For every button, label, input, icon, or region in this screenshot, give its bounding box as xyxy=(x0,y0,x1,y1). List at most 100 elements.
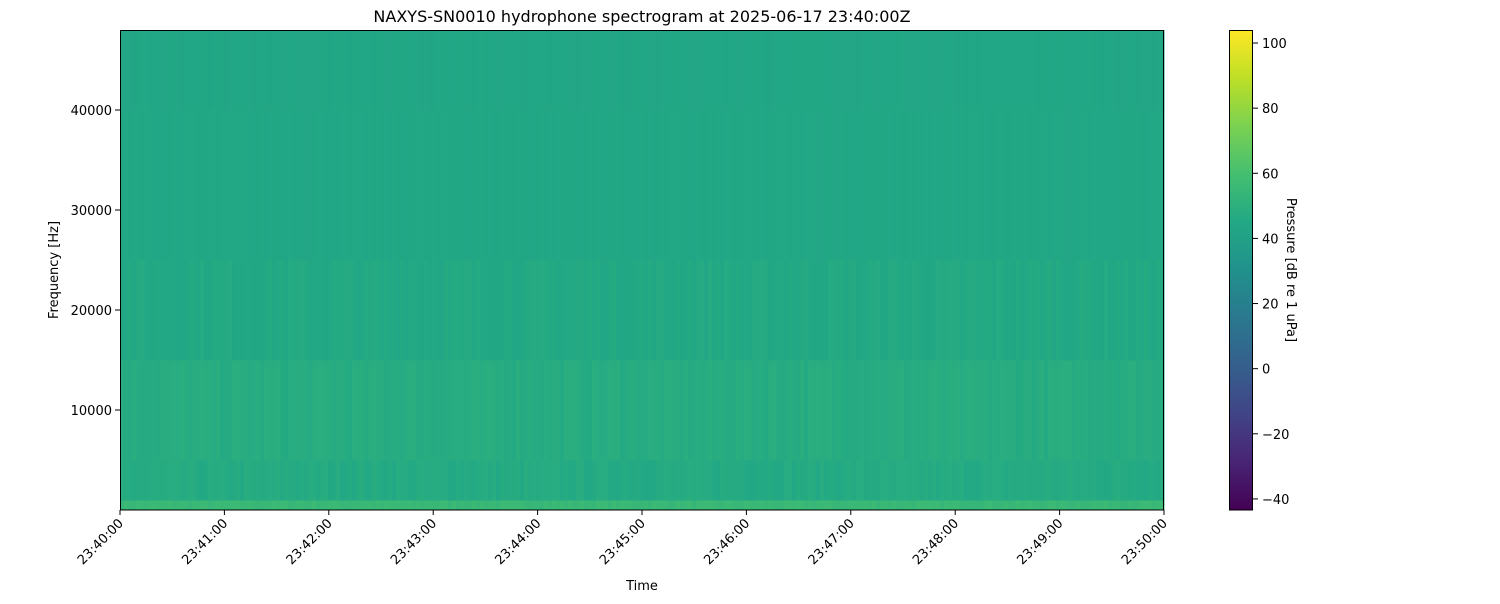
heatmap-cell xyxy=(312,260,317,361)
heatmap-cell xyxy=(644,500,649,511)
heatmap-cell xyxy=(524,110,529,261)
heatmap-cell xyxy=(944,110,949,261)
heatmap-cell xyxy=(348,30,353,111)
heatmap-cell xyxy=(828,360,833,461)
heatmap-cell xyxy=(624,360,629,461)
heatmap-cell xyxy=(448,110,453,261)
heatmap-cell xyxy=(508,30,513,111)
heatmap-cell xyxy=(548,500,553,511)
heatmap-cell xyxy=(800,460,805,501)
heatmap-cell xyxy=(852,460,857,501)
heatmap-cell xyxy=(564,460,569,501)
heatmap-cell xyxy=(548,460,553,501)
heatmap-cell xyxy=(844,460,849,501)
heatmap-cell xyxy=(780,110,785,261)
heatmap-cell xyxy=(404,30,409,111)
heatmap-cell xyxy=(880,30,885,111)
heatmap-cell xyxy=(332,110,337,261)
heatmap-cell xyxy=(280,30,285,111)
heatmap-cell xyxy=(1044,30,1049,111)
heatmap-cell xyxy=(1100,460,1105,501)
heatmap-cell xyxy=(700,360,705,461)
x-tick-label: 23:50:00 xyxy=(1119,516,1171,568)
heatmap-cell xyxy=(152,500,157,511)
heatmap-cell xyxy=(480,500,485,511)
heatmap-cell xyxy=(1132,260,1137,361)
heatmap-cell xyxy=(736,360,741,461)
heatmap-cell xyxy=(584,500,589,511)
heatmap-cell xyxy=(308,30,313,111)
heatmap-cell xyxy=(620,500,625,511)
heatmap-cell xyxy=(936,260,941,361)
heatmap-cell xyxy=(360,460,365,501)
heatmap-cell xyxy=(732,110,737,261)
heatmap-cell xyxy=(140,500,145,511)
heatmap-cell xyxy=(784,110,789,261)
heatmap-cell xyxy=(284,500,289,511)
heatmap-cell xyxy=(684,260,689,361)
heatmap-cell xyxy=(852,360,857,461)
heatmap-cell xyxy=(840,360,845,461)
heatmap-cell xyxy=(512,460,517,501)
heatmap-cell xyxy=(772,260,777,361)
heatmap-cell xyxy=(468,500,473,511)
heatmap-cell xyxy=(1080,500,1085,511)
heatmap-cell xyxy=(1088,360,1093,461)
heatmap-cell xyxy=(1128,260,1133,361)
heatmap-cell xyxy=(308,360,313,461)
heatmap-cell xyxy=(296,110,301,261)
heatmap-cell xyxy=(1060,500,1065,511)
heatmap-cell xyxy=(388,500,393,511)
heatmap-cell xyxy=(552,460,557,501)
heatmap-cell xyxy=(1088,460,1093,501)
heatmap-cell xyxy=(1152,460,1157,501)
heatmap-cell xyxy=(440,110,445,261)
heatmap-cell xyxy=(1088,260,1093,361)
heatmap-cell xyxy=(912,500,917,511)
heatmap-cell xyxy=(384,460,389,501)
heatmap-cell xyxy=(1092,30,1097,111)
heatmap-cell xyxy=(532,260,537,361)
heatmap-cell xyxy=(1096,460,1101,501)
heatmap-cell xyxy=(404,360,409,461)
heatmap-cell xyxy=(768,260,773,361)
heatmap-cell xyxy=(236,110,241,261)
heatmap-cell xyxy=(588,360,593,461)
heatmap-cell xyxy=(620,460,625,501)
heatmap-cell xyxy=(360,360,365,461)
heatmap-cell xyxy=(532,30,537,111)
heatmap-cell xyxy=(504,110,509,261)
heatmap-cell xyxy=(648,30,653,111)
heatmap-cell xyxy=(352,500,357,511)
heatmap-cell xyxy=(1060,460,1065,501)
heatmap-cell xyxy=(672,500,677,511)
heatmap-cell xyxy=(996,460,1001,501)
heatmap-cell xyxy=(756,30,761,111)
heatmap-cell xyxy=(428,460,433,501)
heatmap-cell xyxy=(948,360,953,461)
heatmap-cell xyxy=(596,500,601,511)
heatmap-cell xyxy=(372,360,377,461)
heatmap-cell xyxy=(840,460,845,501)
heatmap-cell xyxy=(356,460,361,501)
heatmap-cell xyxy=(1048,500,1053,511)
heatmap-cell xyxy=(532,460,537,501)
heatmap-cell xyxy=(944,260,949,361)
heatmap-cell xyxy=(472,500,477,511)
heatmap-cell xyxy=(184,30,189,111)
heatmap-cell xyxy=(348,260,353,361)
heatmap-cell xyxy=(460,260,465,361)
heatmap-cell xyxy=(1068,110,1073,261)
heatmap-cell xyxy=(980,500,985,511)
heatmap-cell xyxy=(828,30,833,111)
colorbar-tick-label: 20 xyxy=(1262,298,1279,313)
heatmap-cell xyxy=(788,110,793,261)
heatmap-cell xyxy=(304,360,309,461)
heatmap-cell xyxy=(1120,500,1125,511)
heatmap-cell xyxy=(524,30,529,111)
heatmap-cell xyxy=(636,500,641,511)
heatmap-cell xyxy=(704,500,709,511)
heatmap-cell xyxy=(456,500,461,511)
